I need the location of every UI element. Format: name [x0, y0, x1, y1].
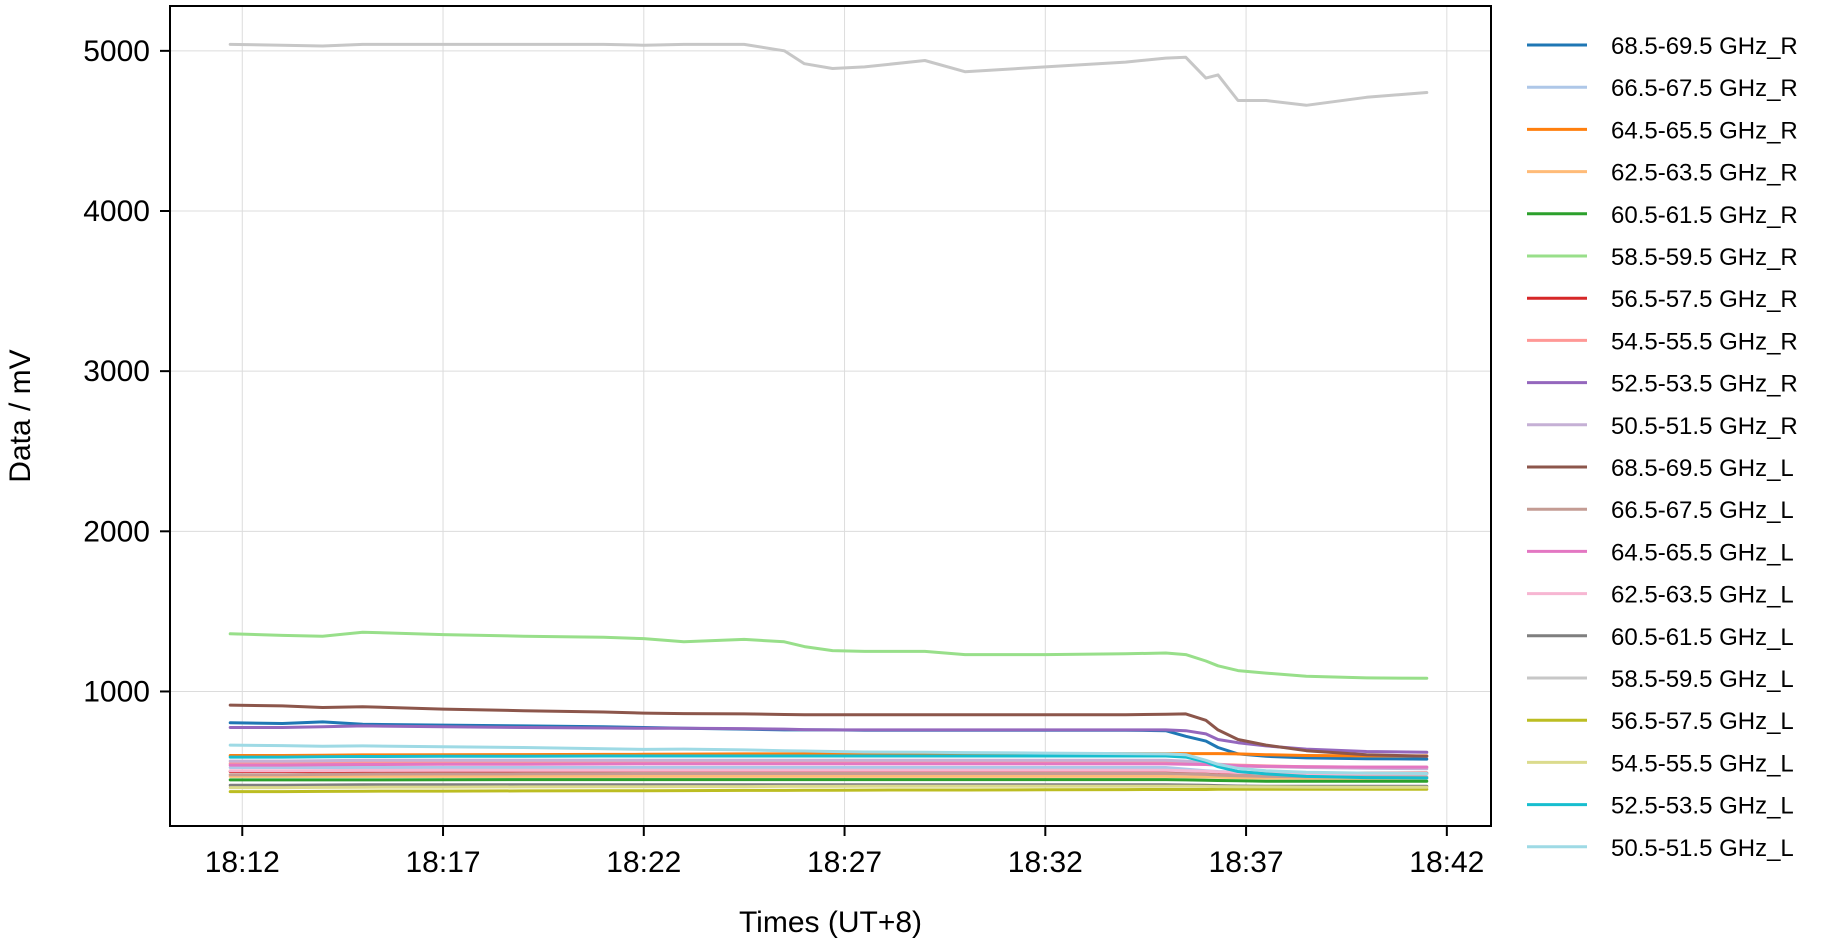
x-axis-label: Times (UT+8) — [739, 906, 922, 939]
series-layer — [228, 42, 1429, 794]
legend-label: 58.5-59.5 GHz_R — [1611, 244, 1798, 271]
legend-label: 52.5-53.5 GHz_L — [1611, 793, 1794, 820]
y-axis-ticks: 1000 2000 3000 4000 5000 — [83, 35, 170, 708]
legend-label: 60.5-61.5 GHz_L — [1611, 624, 1794, 651]
y-tick-label: 4000 — [83, 195, 150, 228]
legend-label: 56.5-57.5 GHz_L — [1611, 708, 1794, 735]
legend-label: 62.5-63.5 GHz_R — [1611, 160, 1798, 187]
y-tick-label: 1000 — [83, 675, 150, 708]
legend: 68.5-69.5 GHz_R 66.5-67.5 GHz_R 64.5-65.5 … — [1527, 33, 1798, 862]
legend-label: 56.5-57.5 GHz_R — [1611, 286, 1798, 313]
series-line-18 — [228, 784, 1429, 790]
plot-frame — [169, 5, 1492, 827]
series-line-9 — [228, 724, 1429, 754]
legend-label: 58.5-59.5 GHz_L — [1611, 666, 1794, 693]
series-line-19 — [228, 754, 1429, 780]
x-tick-label: 18:17 — [405, 846, 480, 879]
legend-label: 50.5-51.5 GHz_R — [1611, 413, 1798, 440]
y-axis-label: Data / mV — [4, 349, 37, 482]
series-line-6 — [228, 630, 1429, 680]
series-line-3 — [228, 752, 1429, 758]
y-tick-label: 2000 — [83, 515, 150, 548]
series-line-12 — [228, 772, 1429, 779]
legend-label: 54.5-55.5 GHz_L — [1611, 750, 1794, 777]
legend-label: 66.5-67.5 GHz_L — [1611, 497, 1794, 524]
legend-label: 50.5-51.5 GHz_L — [1611, 835, 1794, 862]
x-tick-label: 18:22 — [606, 846, 681, 879]
series-line-14 — [228, 768, 1429, 776]
legend-label: 64.5-65.5 GHz_L — [1611, 539, 1794, 566]
y-tick-label: 3000 — [83, 355, 150, 388]
legend-label: 64.5-65.5 GHz_R — [1611, 117, 1798, 144]
series-line-5 — [228, 778, 1429, 783]
x-tick-label: 18:37 — [1209, 846, 1284, 879]
x-axis-ticks: 18:12 18:17 18:22 18:27 18:32 18:37 18:42 — [205, 826, 1484, 879]
series-line-17 — [228, 787, 1429, 794]
series-line-4 — [228, 774, 1429, 780]
x-tick-label: 18:27 — [807, 846, 882, 879]
x-tick-label: 18:42 — [1409, 846, 1484, 879]
series-line-20 — [228, 743, 1429, 775]
y-tick-label: 5000 — [83, 35, 150, 68]
legend-label: 66.5-67.5 GHz_R — [1611, 75, 1798, 102]
x-tick-label: 18:32 — [1008, 846, 1083, 879]
legend-label: 60.5-61.5 GHz_R — [1611, 202, 1798, 229]
x-tick-label: 18:12 — [205, 846, 280, 879]
legend-label: 52.5-53.5 GHz_R — [1611, 371, 1798, 398]
legend-label: 68.5-69.5 GHz_L — [1611, 455, 1794, 482]
series-line-11 — [228, 703, 1429, 758]
series-line-16 — [228, 42, 1429, 107]
grid-layer — [170, 6, 1491, 826]
legend-label: 62.5-63.5 GHz_L — [1611, 582, 1794, 609]
legend-label: 68.5-69.5 GHz_R — [1611, 33, 1798, 60]
legend-label: 54.5-55.5 GHz_R — [1611, 328, 1798, 355]
